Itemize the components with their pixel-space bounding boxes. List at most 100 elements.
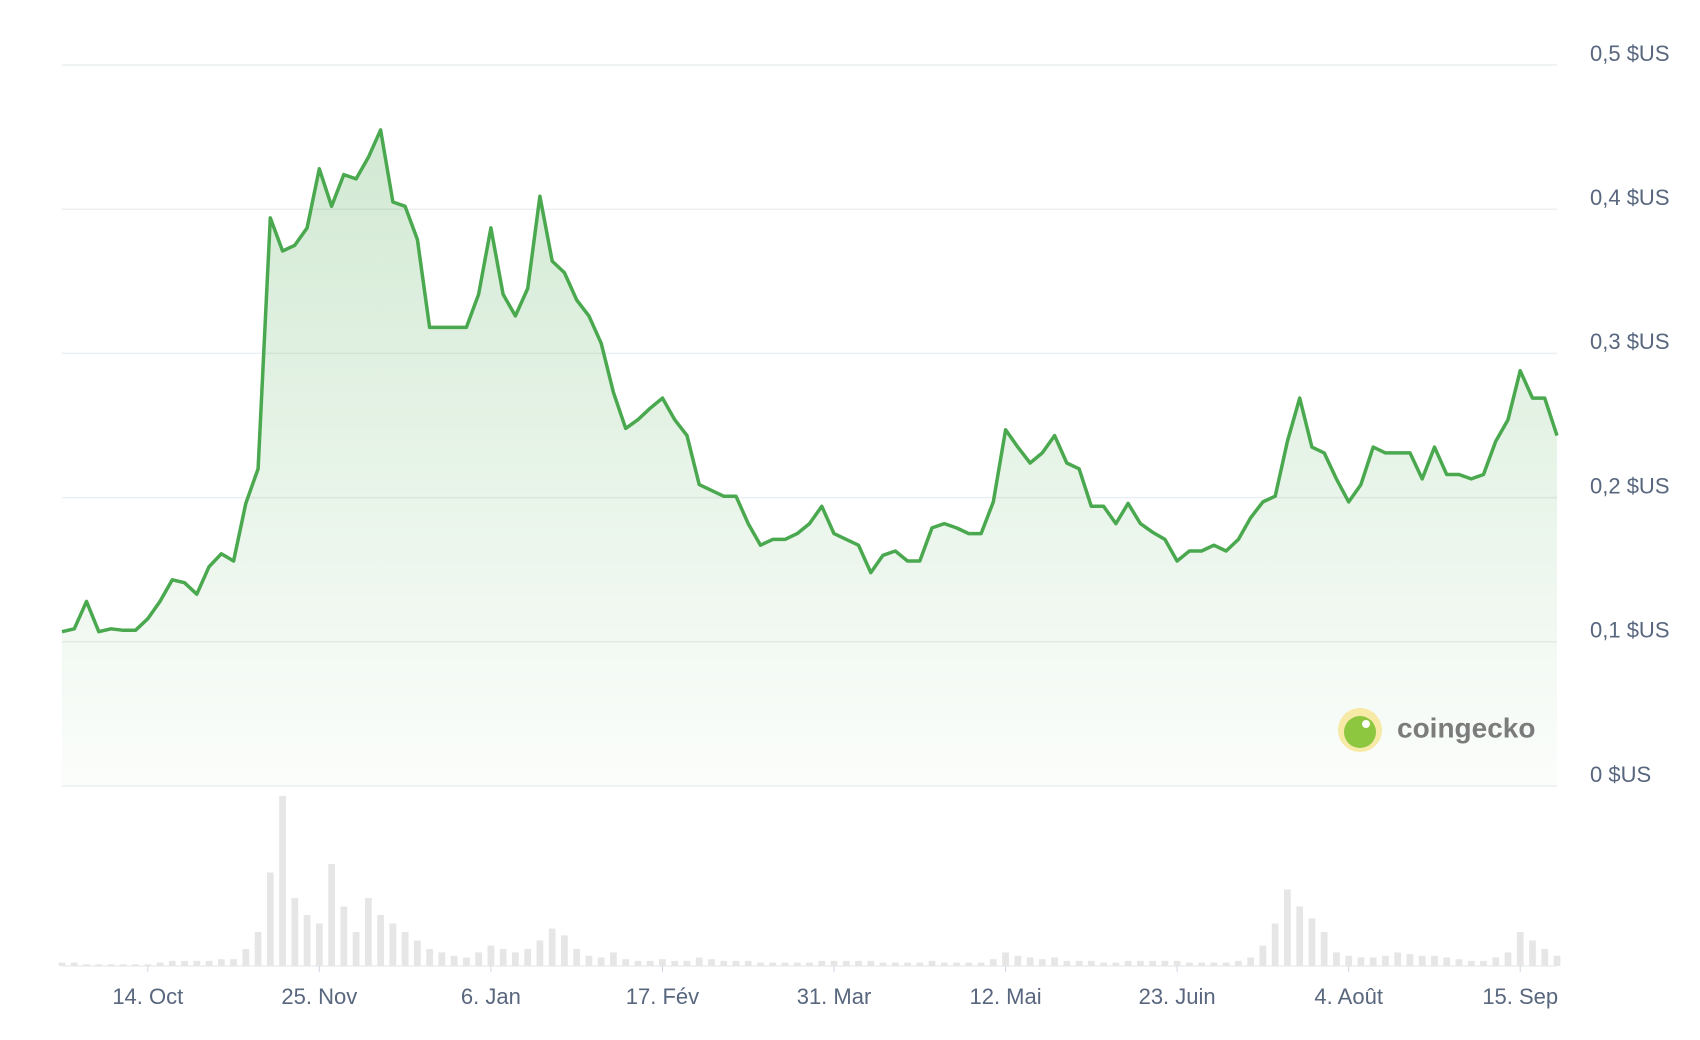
volume-bar (95, 964, 103, 966)
volume-bar (769, 962, 777, 966)
y-tick-label: 0,3 $US (1590, 329, 1670, 354)
y-tick-label: 0 $US (1590, 762, 1651, 787)
volume-bar (806, 962, 813, 966)
volume-bar (426, 949, 433, 966)
volume-bar (230, 959, 237, 966)
volume-bar (1235, 960, 1242, 966)
volume-bar (1173, 960, 1181, 966)
volume-bar (1198, 962, 1206, 966)
volume-bar (867, 960, 875, 966)
volume-bar (156, 962, 164, 966)
volume-bar (781, 962, 789, 966)
volume-bar (548, 928, 556, 966)
volume-bar (475, 952, 483, 966)
volume-bar (695, 957, 703, 966)
x-tick-label: 23. Juin (1139, 984, 1216, 1009)
x-tick-label: 15. Sep (1482, 984, 1558, 1009)
volume-bar (646, 960, 654, 966)
volume-bar (1541, 949, 1549, 966)
plot: 0 $US 0,1 $US 0,2 $US 0,3 $US 0,4 $US 0,5 $US… (58, 41, 1670, 1009)
volume-bar (1259, 945, 1267, 966)
volume-bar (1394, 952, 1402, 966)
volume-bar (977, 962, 985, 966)
volume-bar (1467, 960, 1475, 966)
volume-bar (1186, 962, 1193, 966)
y-tick-label: 0,1 $US (1590, 618, 1670, 643)
volume-bar (1284, 889, 1291, 966)
volume-bar (1455, 959, 1463, 966)
area (62, 129, 1557, 786)
y-tick-label: 0,2 $US (1590, 473, 1670, 498)
volume-bar (879, 962, 887, 966)
x-tick-label: 4. Août (1314, 984, 1383, 1009)
volume-bar (1418, 955, 1426, 966)
volume-bar (1345, 955, 1353, 966)
volume-bar (413, 940, 421, 966)
volume-bar (830, 960, 838, 966)
volume-bar (818, 960, 826, 966)
volume-bar (1504, 952, 1512, 966)
x-tick-label: 25. Nov (281, 984, 357, 1009)
volume-bar (1063, 960, 1071, 966)
volume-bar (793, 962, 801, 966)
y-tick-label: 0,4 $US (1590, 185, 1670, 210)
volume-bar (315, 923, 323, 966)
volume-bar (1051, 957, 1058, 966)
volume-bar (1480, 960, 1487, 966)
volume-bar (842, 960, 850, 966)
volume-bar (512, 952, 519, 966)
volume-bar (328, 864, 335, 966)
volume-bar (58, 962, 66, 966)
volume-bar (450, 955, 458, 966)
volume-bar (83, 964, 90, 966)
volume-bar (622, 959, 630, 966)
volume-bar (217, 959, 225, 966)
volume-bar (70, 962, 78, 966)
volume-bar (953, 962, 960, 966)
volume-bar (855, 960, 862, 966)
volume-bar (1210, 962, 1218, 966)
volume-bar (193, 960, 201, 966)
volume-bar (732, 960, 740, 966)
volume-bar (352, 932, 360, 966)
volume-bar (1112, 962, 1120, 966)
volume-bar (1222, 962, 1230, 966)
volume-bar (1124, 960, 1132, 966)
x-tick-label: 31. Mar (797, 984, 872, 1009)
volume-bar (242, 949, 250, 966)
volume-bar (573, 949, 581, 966)
volume-bar (1161, 960, 1169, 966)
volume-bar (463, 957, 470, 966)
volume-bar (1516, 932, 1524, 966)
price-line (61, 128, 1559, 634)
volume-bar (168, 960, 176, 966)
volume-bar (1406, 954, 1414, 966)
volume-bar (1308, 918, 1316, 966)
volume-bar (1529, 940, 1536, 966)
volume-bar (389, 923, 397, 966)
volume-bar (536, 940, 544, 966)
volume-bar (132, 964, 139, 966)
volume-bar (1149, 960, 1156, 966)
volume-bar (561, 935, 568, 966)
volume-bar (1553, 955, 1561, 966)
volume-bar (683, 960, 691, 966)
volume-bar (757, 962, 764, 966)
volume-bar (1431, 955, 1438, 966)
volume-bar (1443, 957, 1451, 966)
volume-bar (659, 959, 666, 966)
volume-bar (279, 796, 286, 966)
x-tick-label: 14. Oct (112, 984, 183, 1009)
volume-bar (254, 932, 262, 966)
volume-bar (487, 945, 495, 966)
y-tick-label: 0,5 $US (1590, 41, 1670, 66)
volume-bar (524, 949, 532, 966)
volume-bar (291, 898, 299, 966)
volume-bar (1296, 906, 1304, 966)
volume-bar (940, 962, 948, 966)
volume-bar (1320, 932, 1328, 966)
x-tick-label: 6. Jan (461, 984, 521, 1009)
volume-bar (720, 960, 728, 966)
watermark-text: coingecko (1397, 712, 1535, 743)
volume-bar (965, 962, 973, 966)
